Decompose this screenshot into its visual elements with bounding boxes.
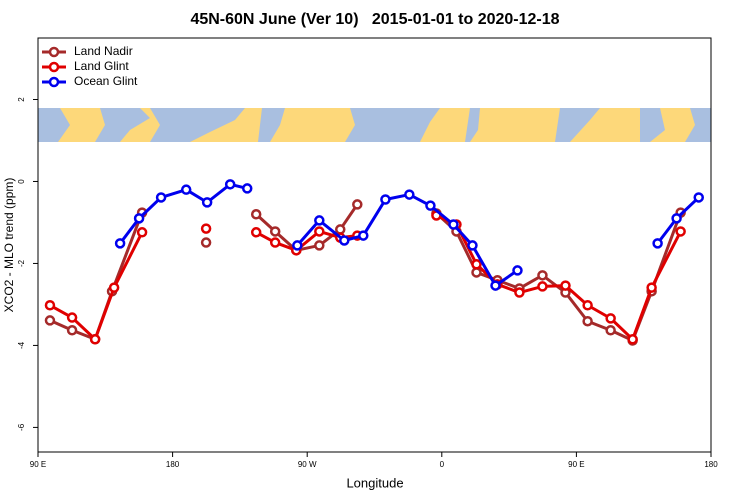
chart-title: 45N-60N June (Ver 10) 2015-01-01 to 2020… <box>190 11 559 28</box>
point <box>380 194 391 205</box>
point <box>490 280 501 291</box>
point <box>693 192 704 203</box>
point <box>627 334 638 345</box>
point <box>133 213 145 224</box>
x-tick-label: 180 <box>166 460 180 469</box>
point <box>537 281 548 292</box>
plot-frame <box>37 37 712 453</box>
legend-label: Land Nadir <box>74 44 133 58</box>
point <box>404 189 415 200</box>
x-tick-label: 180 <box>704 460 718 469</box>
point <box>605 313 616 324</box>
x-tick-label: 90 E <box>568 460 584 469</box>
point <box>358 230 369 241</box>
point <box>250 227 262 238</box>
point <box>339 235 350 246</box>
point <box>44 300 56 311</box>
x-tick-label: 90 E <box>30 460 46 469</box>
point <box>537 270 548 281</box>
point <box>136 227 148 238</box>
point <box>180 184 192 195</box>
legend-marker <box>48 76 60 88</box>
point <box>675 226 686 237</box>
legend-label: Ocean Glint <box>74 74 138 88</box>
legend-marker <box>48 46 60 58</box>
point <box>314 215 325 226</box>
y-tick-label: -4 <box>17 341 26 349</box>
point <box>89 334 101 345</box>
point <box>646 282 657 293</box>
point <box>250 209 262 220</box>
point <box>201 197 213 208</box>
map-strip <box>38 108 711 142</box>
point <box>155 192 167 203</box>
point <box>471 267 482 278</box>
point <box>66 312 78 323</box>
point <box>652 238 663 249</box>
point <box>269 237 281 248</box>
point <box>269 226 281 237</box>
x-tick-label: 0 <box>440 460 445 469</box>
point <box>314 240 325 251</box>
point <box>200 223 212 234</box>
point <box>582 315 593 327</box>
point <box>605 325 616 336</box>
point <box>224 179 236 190</box>
point <box>425 200 436 211</box>
y-tick-label: 2 <box>17 97 26 102</box>
point <box>448 219 459 230</box>
point <box>335 224 346 235</box>
y-tick-label: 0 <box>17 179 26 184</box>
point <box>471 259 482 270</box>
series-line <box>435 212 683 343</box>
x-tick-label: 90 W <box>298 460 317 469</box>
point <box>114 238 126 249</box>
y-tick-label: -2 <box>17 259 26 267</box>
point <box>66 325 78 336</box>
y-axis-label: XCO2 - MLO trend (ppm) <box>2 178 16 313</box>
point <box>44 315 56 326</box>
legend-marker <box>48 61 60 73</box>
series-line <box>435 214 682 341</box>
point <box>560 280 571 291</box>
point <box>352 199 363 210</box>
point <box>467 240 478 251</box>
point <box>292 240 303 251</box>
point <box>514 287 525 298</box>
point <box>108 282 120 293</box>
point <box>582 300 593 311</box>
point <box>200 237 212 248</box>
x-axis-label: Longitude <box>346 475 403 490</box>
point <box>512 265 523 276</box>
point <box>241 183 253 194</box>
legend-label: Land Glint <box>74 59 129 73</box>
point <box>314 226 325 237</box>
point <box>671 213 682 224</box>
y-tick-label: -6 <box>17 423 26 431</box>
